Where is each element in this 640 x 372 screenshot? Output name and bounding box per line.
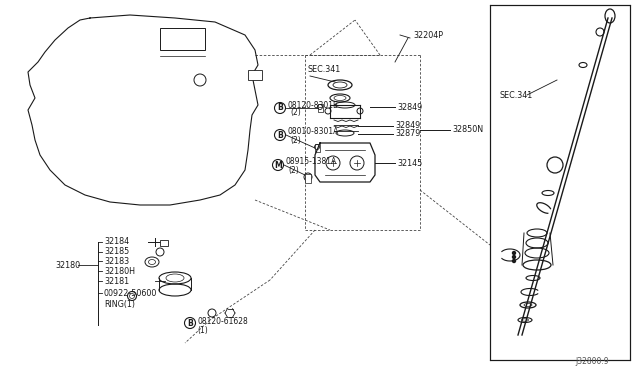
Text: RING(1): RING(1) bbox=[104, 299, 135, 308]
Text: (2): (2) bbox=[290, 135, 301, 144]
Text: 32850N: 32850N bbox=[452, 125, 483, 135]
Bar bbox=[490, 5, 630, 360]
Text: 32184: 32184 bbox=[104, 237, 129, 247]
Text: 32204P: 32204P bbox=[413, 31, 443, 39]
Circle shape bbox=[513, 251, 515, 254]
Text: J32800.9: J32800.9 bbox=[575, 357, 609, 366]
Text: (1): (1) bbox=[197, 326, 208, 334]
Text: 08010-8301A: 08010-8301A bbox=[287, 128, 339, 137]
Text: SEC.341: SEC.341 bbox=[308, 65, 341, 74]
Bar bbox=[160, 28, 205, 50]
Text: 32181: 32181 bbox=[104, 276, 129, 285]
Bar bbox=[248, 70, 262, 80]
Text: 08120-61628: 08120-61628 bbox=[197, 317, 248, 327]
Text: 08915-1381A: 08915-1381A bbox=[285, 157, 336, 167]
Text: 32180H: 32180H bbox=[104, 266, 135, 276]
Bar bbox=[315, 144, 320, 152]
Text: 32180: 32180 bbox=[55, 260, 80, 269]
Text: 08120-8301E: 08120-8301E bbox=[287, 100, 338, 109]
Text: SEC.341: SEC.341 bbox=[500, 90, 533, 99]
Text: 32145: 32145 bbox=[397, 158, 422, 167]
Text: 00922-50600: 00922-50600 bbox=[104, 289, 157, 298]
Text: 32185: 32185 bbox=[104, 247, 129, 257]
Circle shape bbox=[513, 260, 515, 263]
Text: (2): (2) bbox=[288, 166, 299, 174]
Text: B: B bbox=[277, 103, 283, 112]
Text: B: B bbox=[277, 131, 283, 140]
Text: 32183: 32183 bbox=[104, 257, 129, 266]
Text: 32849: 32849 bbox=[397, 103, 422, 112]
Bar bbox=[160, 240, 168, 246]
Bar bbox=[305, 174, 311, 183]
Bar bbox=[318, 104, 323, 112]
Text: B: B bbox=[187, 318, 193, 327]
Text: (2): (2) bbox=[290, 109, 301, 118]
Circle shape bbox=[513, 256, 515, 259]
Text: 32849: 32849 bbox=[395, 122, 420, 131]
Text: M: M bbox=[274, 160, 282, 170]
Text: 32879: 32879 bbox=[395, 129, 420, 138]
